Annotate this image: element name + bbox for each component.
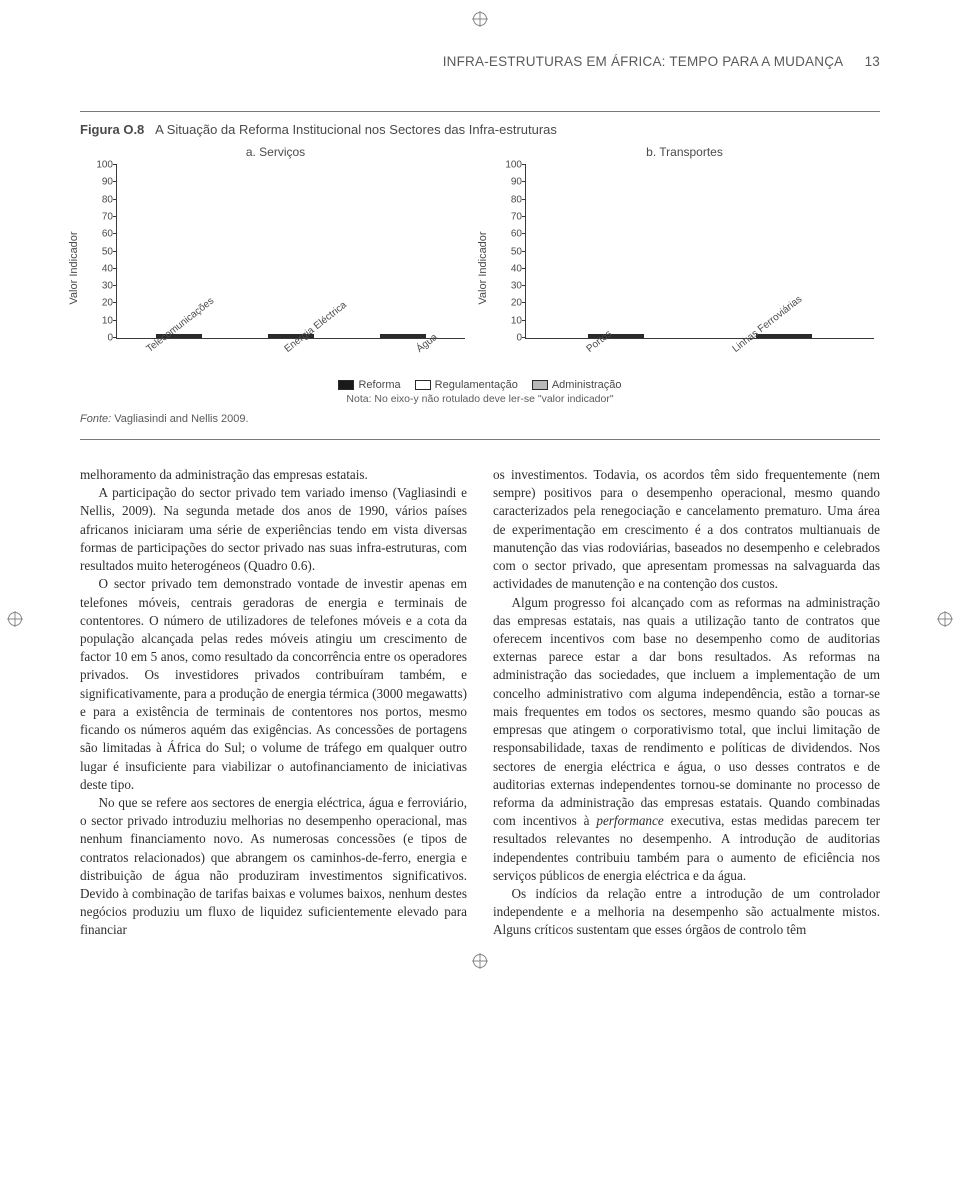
- legend-swatch: [415, 380, 431, 390]
- body-paragraph: Algum progresso foi alcançado com as ref…: [493, 594, 880, 886]
- chart-a-plot: 0102030405060708090100: [116, 165, 465, 339]
- ytick: 90: [498, 177, 522, 188]
- ytick: 30: [89, 281, 113, 292]
- body-paragraph: os investimentos. Todavia, os acordos tê…: [493, 466, 880, 594]
- registration-mark-icon: [936, 610, 954, 628]
- ytick: 20: [498, 298, 522, 309]
- ytick: 20: [89, 298, 113, 309]
- bar-segment: [380, 336, 426, 338]
- legend-item: Reforma: [338, 379, 400, 391]
- figure-source-text: Vagliasindi and Nellis 2009.: [114, 413, 248, 425]
- ytick: 10: [89, 315, 113, 326]
- body-paragraph: A participação do sector privado tem var…: [80, 484, 467, 575]
- body-col-left: melhoramento da administração das empres…: [80, 466, 467, 940]
- chart-b-catlabels: PortosLinhas Ferroviárias: [525, 339, 874, 373]
- registration-mark-icon: [6, 610, 24, 628]
- figure-note: Nota: No eixo-y não rotulado deve ler-se…: [80, 393, 880, 405]
- figure-label: Figura O.8: [80, 122, 144, 137]
- body-paragraph: No que se refere aos sectores de energia…: [80, 794, 467, 940]
- chart-a-ylabel: Valor Indicador: [68, 231, 80, 304]
- figure-title: A Situação da Reforma Institucional nos …: [155, 122, 557, 137]
- legend-item: Administração: [532, 379, 622, 391]
- legend-label: Reforma: [358, 379, 400, 391]
- figure-source: Fonte: Vagliasindi and Nellis 2009.: [80, 413, 880, 425]
- ytick: 70: [498, 211, 522, 222]
- chart-a: a. Serviços Valor Indicador 010203040506…: [80, 145, 471, 373]
- chart-b-plot: 0102030405060708090100: [525, 165, 874, 339]
- ytick: 0: [89, 333, 113, 344]
- figure-caption: Figura O.8 A Situação da Reforma Institu…: [80, 122, 880, 137]
- ytick: 50: [89, 246, 113, 257]
- legend-label: Administração: [552, 379, 622, 391]
- ytick: 100: [498, 160, 522, 171]
- ytick: 50: [498, 246, 522, 257]
- ytick: 40: [498, 263, 522, 274]
- ytick: 100: [89, 160, 113, 171]
- registration-mark-icon: [471, 952, 489, 970]
- chart-b: b. Transportes Valor Indicador 010203040…: [489, 145, 880, 373]
- page: INFRA-ESTRUTURAS EM ÁFRICA: TEMPO PARA A…: [0, 0, 960, 980]
- ytick: 90: [89, 177, 113, 188]
- chart-b-ylabel: Valor Indicador: [477, 231, 489, 304]
- ytick: 60: [89, 229, 113, 240]
- ytick: 60: [498, 229, 522, 240]
- legend-swatch: [338, 380, 354, 390]
- legend-item: Regulamentação: [415, 379, 518, 391]
- ytick: 70: [89, 211, 113, 222]
- ytick: 30: [498, 281, 522, 292]
- body-paragraph: O sector privado tem demonstrado vontade…: [80, 575, 467, 794]
- figure-block: Figura O.8 A Situação da Reforma Institu…: [80, 111, 880, 440]
- page-number: 13: [865, 54, 880, 69]
- figure-legend: Reforma Regulamentação Administração: [80, 379, 880, 391]
- legend-label: Regulamentação: [435, 379, 518, 391]
- ytick: 40: [89, 263, 113, 274]
- ytick: 10: [498, 315, 522, 326]
- ytick: 0: [498, 333, 522, 344]
- chart-b-subtitle: b. Transportes: [489, 145, 880, 159]
- legend-swatch: [532, 380, 548, 390]
- chart-a-subtitle: a. Serviços: [80, 145, 471, 159]
- running-head: INFRA-ESTRUTURAS EM ÁFRICA: TEMPO PARA A…: [80, 54, 880, 69]
- ytick: 80: [89, 194, 113, 205]
- body-col-right: os investimentos. Todavia, os acordos tê…: [493, 466, 880, 940]
- figure-source-label: Fonte:: [80, 413, 111, 425]
- body-paragraph: melhoramento da administração das empres…: [80, 466, 467, 484]
- body-text: melhoramento da administração das empres…: [80, 466, 880, 940]
- body-paragraph: Os indícios da relação entre a introduçã…: [493, 885, 880, 940]
- chart-a-catlabels: TelecomunicaçõesEnergia EléctricaÁgua: [116, 339, 465, 373]
- running-head-title: INFRA-ESTRUTURAS EM ÁFRICA: TEMPO PARA A…: [443, 54, 843, 69]
- ytick: 80: [498, 194, 522, 205]
- bar: [380, 334, 426, 338]
- registration-mark-icon: [471, 10, 489, 28]
